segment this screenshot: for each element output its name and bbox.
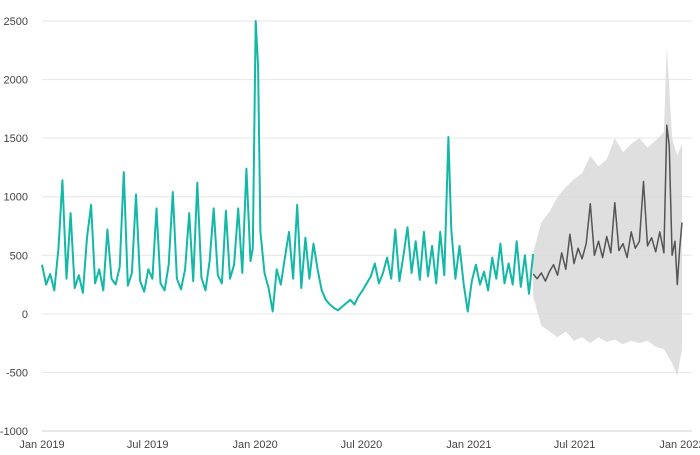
forecast-series-line bbox=[532, 124, 683, 286]
y-tick-label: 1500 bbox=[4, 133, 28, 145]
x-tick-label: Jul 2021 bbox=[554, 439, 596, 451]
y-tick-label: 500 bbox=[10, 250, 28, 262]
grid-lines bbox=[42, 20, 692, 432]
y-tick-label: 2500 bbox=[4, 16, 28, 28]
y-tick-label: 1000 bbox=[4, 192, 28, 204]
y-tick-label: 0 bbox=[22, 309, 28, 321]
y-axis-tick-labels: 2500 2000 1500 1000 500 0 -500 -1000 bbox=[0, 16, 28, 438]
x-tick-label: Jan 2019 bbox=[19, 439, 64, 451]
forecast-interval-area bbox=[533, 46, 682, 376]
y-tick-label: 2000 bbox=[4, 75, 28, 87]
x-tick-label: Jan 2021 bbox=[446, 439, 491, 451]
x-tick-label: Jan 2020 bbox=[233, 439, 278, 451]
x-axis-tick-labels: Jan 2019 Jul 2019 Jan 2020 Jul 2020 Jan 2021… bbox=[19, 439, 700, 451]
y-tick-label: -500 bbox=[6, 367, 28, 379]
actual-series-line bbox=[41, 20, 535, 313]
x-tick-label: Jul 2019 bbox=[127, 439, 169, 451]
y-tick-label: -1000 bbox=[0, 426, 28, 438]
series-lines bbox=[41, 20, 683, 313]
forecast-interval-band bbox=[533, 46, 682, 376]
x-tick-label: Jul 2020 bbox=[341, 439, 383, 451]
x-tick-label: Jan 2022 bbox=[659, 439, 700, 451]
